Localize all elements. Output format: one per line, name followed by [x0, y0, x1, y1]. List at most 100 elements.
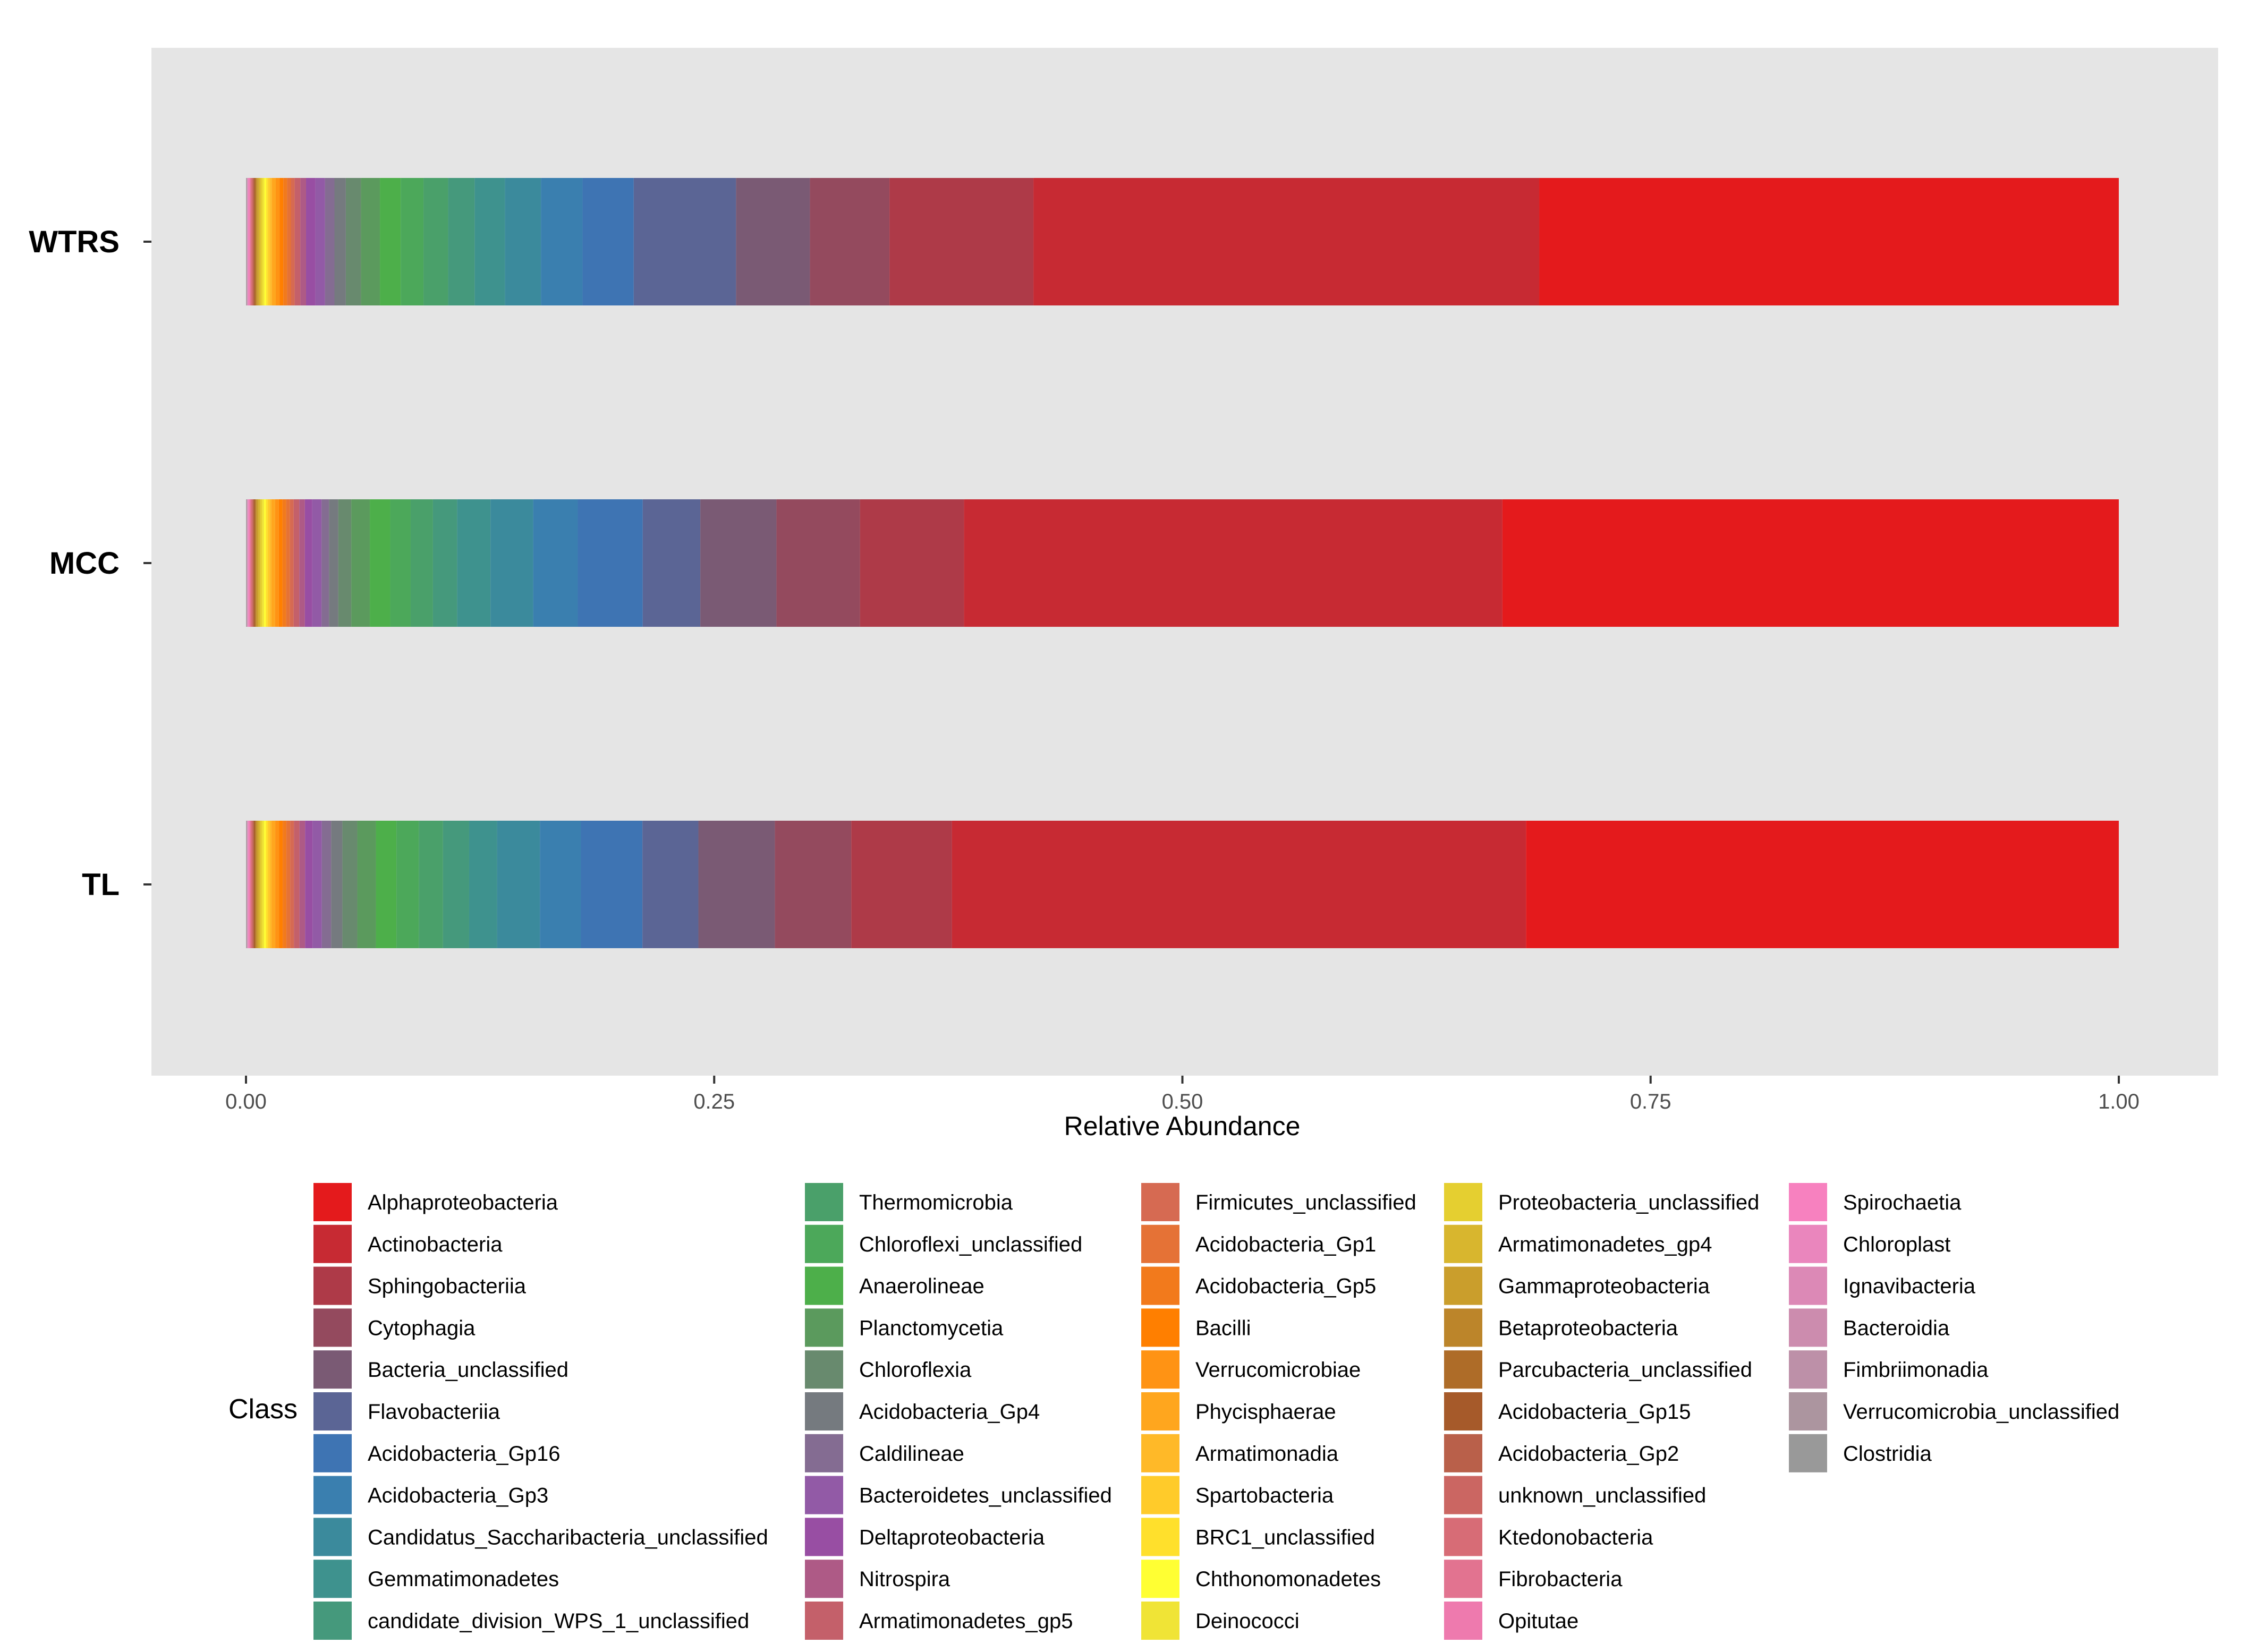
bar-segment — [260, 178, 263, 305]
legend-label: Clostridia — [1843, 1442, 1932, 1466]
bar-segment — [633, 178, 736, 305]
bars-layer — [246, 178, 2119, 948]
bar-segment — [264, 178, 267, 305]
legend-swatch — [805, 1476, 843, 1514]
bar-segment — [376, 821, 397, 948]
y-tick-label: MCC — [49, 546, 120, 581]
legend-label: Anaerolineae — [859, 1275, 984, 1298]
bar-segment — [299, 499, 305, 627]
bar-segment — [300, 178, 307, 305]
bar-segment — [325, 178, 335, 305]
legend-swatch — [1789, 1392, 1827, 1430]
bar-segment — [275, 499, 279, 627]
bar-segment — [401, 178, 424, 305]
bar-segment — [254, 178, 256, 305]
bar-segment — [578, 499, 643, 627]
bar-segment — [249, 499, 250, 627]
x-tick-label: 1.00 — [2098, 1090, 2140, 1113]
bar-segment — [700, 499, 777, 627]
legend-swatch — [313, 1392, 352, 1430]
legend-item: Deinococci — [1141, 1602, 1300, 1640]
legend-label: Flavobacteriia — [368, 1400, 500, 1424]
bar-segment — [290, 821, 294, 948]
legend-label: Bacteroidia — [1843, 1316, 1950, 1340]
bar-segment — [448, 178, 475, 305]
legend-item: Ktedonobacteria — [1444, 1518, 1653, 1556]
bar-segment — [361, 178, 380, 305]
legend-label: Acidobacteria_Gp16 — [368, 1442, 560, 1466]
legend-label: Firmicutes_unclassified — [1195, 1191, 1416, 1214]
bar-segment — [432, 499, 457, 627]
bar-segment — [474, 178, 505, 305]
legend-item: Parcubacteria_unclassified — [1444, 1350, 1752, 1389]
legend-swatch — [313, 1224, 352, 1263]
bar-segment — [505, 178, 541, 305]
legend-title: Class — [228, 1394, 298, 1425]
legend-label: Acidobacteria_Gp2 — [1498, 1442, 1679, 1466]
legend-label: Acidobacteria_Gp5 — [1195, 1275, 1376, 1298]
bar-segment — [252, 499, 253, 627]
legend-swatch — [1141, 1224, 1179, 1263]
bar-segment — [264, 499, 266, 627]
bar-segment — [249, 178, 250, 305]
bar-segment — [246, 178, 247, 305]
legend-label: BRC1_unclassified — [1195, 1526, 1375, 1549]
legend-label: unknown_unclassified — [1498, 1484, 1706, 1508]
legend-swatch — [1141, 1266, 1179, 1305]
legend-item: BRC1_unclassified — [1141, 1518, 1375, 1556]
x-tick-label: 0.50 — [1162, 1090, 1203, 1113]
legend-swatch — [1141, 1308, 1179, 1347]
bar-segment — [247, 178, 248, 305]
bar-segment — [490, 499, 533, 627]
bar-segment — [286, 821, 291, 948]
bar-segment — [258, 178, 261, 305]
bar-segment — [250, 499, 251, 627]
legend-item: Chloroplast — [1789, 1224, 1950, 1263]
bar-segment — [250, 821, 251, 948]
bar-segment — [258, 821, 261, 948]
legend-swatch — [1444, 1434, 1482, 1472]
bar-segment — [776, 499, 860, 627]
bar-segment — [266, 178, 268, 305]
legend-item: Acidobacteria_Gp16 — [313, 1434, 560, 1472]
legend-label: Bacilli — [1195, 1316, 1251, 1340]
bar-segment — [271, 821, 276, 948]
bar-segment — [286, 499, 290, 627]
legend-label: Actinobacteria — [368, 1233, 503, 1256]
bar-segment — [256, 821, 257, 948]
bar-segment — [257, 821, 259, 948]
legend-swatch — [1141, 1183, 1179, 1221]
legend-item: Acidobacteria_Gp15 — [1444, 1392, 1691, 1430]
legend-item: Acidobacteria_Gp1 — [1141, 1224, 1376, 1263]
legend-label: Acidobacteria_Gp4 — [859, 1400, 1040, 1424]
y-axis: WTRS MCC TL — [29, 225, 151, 902]
legend-label: Chthonomonadetes — [1195, 1568, 1381, 1591]
bar-segment — [266, 499, 268, 627]
x-tick-label: 0.00 — [225, 1090, 267, 1113]
bar-segment — [342, 821, 358, 948]
bar-segment — [306, 178, 316, 305]
bar-segment — [279, 821, 283, 948]
bar-segment — [287, 178, 291, 305]
legend-swatch — [313, 1266, 352, 1305]
legend-item: Acidobacteria_Gp3 — [313, 1476, 548, 1514]
legend-item: Gammaproteobacteria — [1444, 1266, 1710, 1305]
legend-swatch — [313, 1350, 352, 1389]
legend-swatch — [1141, 1350, 1179, 1389]
legend-item: Bacteroidetes_unclassified — [805, 1476, 1112, 1514]
legend-item: Caldilineae — [805, 1434, 964, 1472]
legend-item: Opitutae — [1444, 1602, 1578, 1640]
legend-item: Bacteroidia — [1789, 1308, 1950, 1347]
legend-label: Candidatus_Saccharibacteria_unclassified — [368, 1526, 768, 1549]
legend-item: Phycisphaerae — [1141, 1392, 1336, 1430]
bar-segment — [258, 499, 260, 627]
y-tick-label: WTRS — [29, 225, 120, 259]
bar-segment — [251, 499, 252, 627]
legend-swatch — [1444, 1392, 1482, 1430]
bar-segment — [252, 178, 253, 305]
bar-segment — [497, 821, 540, 948]
legend-swatch — [805, 1224, 843, 1263]
legend-label: Chloroflexia — [859, 1358, 972, 1382]
legend-label: Phycisphaerae — [1195, 1400, 1336, 1424]
